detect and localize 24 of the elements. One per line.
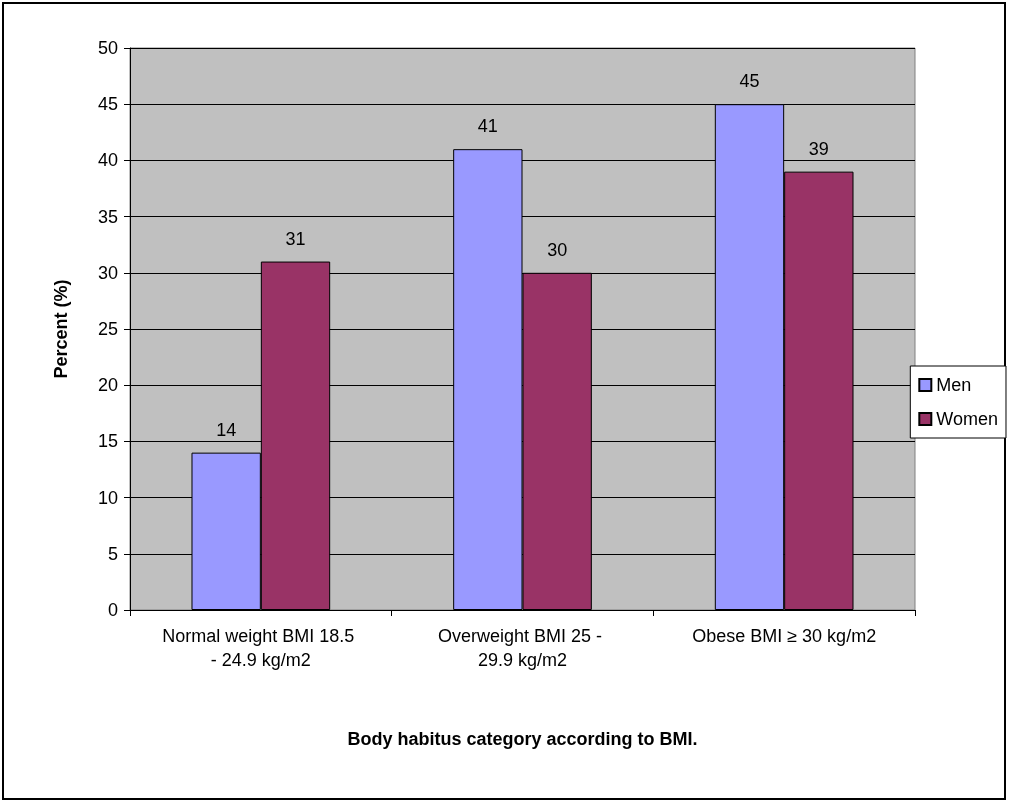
x-axis-title: Body habitus category according to BMI.: [347, 729, 698, 749]
x-tick-label: Obese BMI ≥ 30 kg/m2: [692, 626, 877, 646]
legend-label: Men: [936, 375, 972, 395]
data-label: 14: [216, 419, 237, 440]
data-label: 39: [808, 138, 829, 159]
y-tick-label: 5: [107, 543, 118, 564]
y-tick-label: 15: [97, 431, 118, 452]
y-tick-label: 10: [97, 487, 118, 508]
y-axis-title: Percent (%): [51, 279, 71, 379]
y-tick-label: 25: [97, 319, 118, 339]
data-label: 41: [477, 116, 498, 137]
y-tick-label: 40: [97, 150, 118, 171]
y-tick-label: 30: [97, 262, 118, 283]
x-tick-label: Normal weight BMI 18.5 - 24.9 kg/m2: [162, 626, 360, 670]
y-tick-label: 35: [97, 206, 118, 227]
data-label: 31: [285, 228, 306, 249]
y-tick-label: 0: [107, 600, 118, 620]
data-label: 30: [547, 239, 568, 260]
y-tick-label: 45: [97, 94, 118, 115]
y-tick-label: 50: [97, 38, 118, 58]
legend-label: Women: [936, 409, 999, 429]
y-tick-label: 20: [97, 375, 118, 396]
x-tick-label: Overweight BMI 25 - 29.9 kg/m2: [437, 626, 608, 670]
data-label: 45: [739, 71, 760, 92]
